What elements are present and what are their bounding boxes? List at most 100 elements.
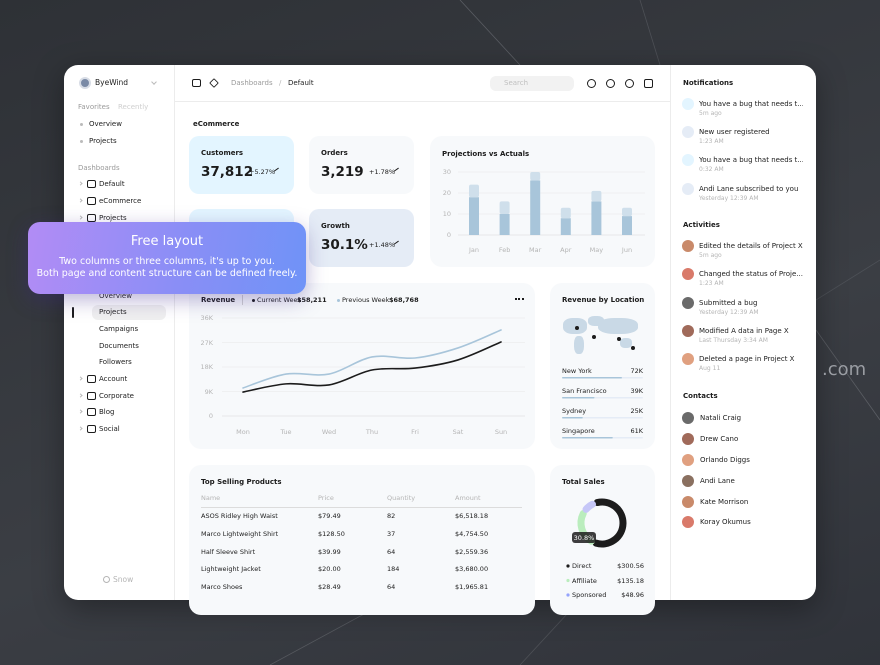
notification-time: 5m ago — [699, 110, 722, 117]
breadcrumb[interactable]: Default — [288, 79, 314, 87]
legend-total: $68,768 — [389, 296, 419, 304]
nav-icon — [87, 180, 96, 188]
x-tick-label: Feb — [498, 246, 511, 254]
favorite-item[interactable]: Projects — [89, 137, 117, 145]
table-cell: $20.00 — [318, 565, 341, 574]
nav-icon — [87, 391, 96, 400]
activity-text[interactable]: Deleted a page in Project X — [699, 355, 795, 363]
stat-label: Growth — [321, 222, 350, 230]
nav-item[interactable]: Blog — [99, 408, 115, 417]
subnav-item[interactable]: Campaigns — [99, 325, 139, 333]
activity-text[interactable]: Edited the details of Project X — [699, 242, 803, 250]
search-placeholder[interactable]: Search — [504, 79, 529, 87]
line-series — [242, 341, 502, 393]
bar-segment — [530, 180, 541, 235]
table-cell: $1,965.81 — [455, 583, 489, 592]
sidebar-tab[interactable]: Favorites — [78, 103, 110, 111]
table-cell: $2,559.36 — [455, 547, 489, 556]
legend-label: Direct — [572, 562, 592, 570]
stat-value: 3,219 — [321, 164, 364, 180]
activity-avatar — [682, 297, 694, 309]
stat-change: +1.48% — [369, 241, 396, 249]
activity-time: Last Thursday 3:34 AM — [699, 337, 768, 344]
x-tick-label: Jun — [621, 246, 633, 254]
table-cell: $6,518.18 — [455, 512, 489, 520]
notification-text[interactable]: You have a bug that needs t... — [699, 156, 803, 164]
activity-text[interactable]: Modified A data in Page X — [699, 327, 789, 335]
contact-name[interactable]: Kate Morrison — [700, 498, 749, 506]
table-cell: Marco Lightweight Shirt — [201, 529, 279, 538]
subnav-item[interactable]: Documents — [99, 342, 139, 350]
chart-card — [189, 283, 535, 449]
sidebar-tab[interactable]: Recently — [118, 103, 149, 111]
table-cell: ASOS Ridley High Waist — [201, 512, 278, 520]
overlay-card — [28, 222, 306, 294]
nav-item[interactable]: Corporate — [99, 391, 134, 400]
topbar-icon[interactable] — [644, 79, 653, 88]
legend-dot — [252, 299, 255, 302]
section-title: eCommerce — [193, 120, 240, 128]
topbar-icon[interactable] — [587, 79, 596, 88]
contact-name[interactable]: Koray Okumus — [700, 518, 751, 526]
nav-active-bg — [92, 305, 166, 320]
activity-time: 1:23 AM — [699, 280, 724, 287]
notification-time: 1:23 AM — [699, 138, 724, 145]
contact-name[interactable]: Andi Lane — [700, 477, 735, 485]
bar-segment — [499, 201, 510, 214]
breadcrumb[interactable]: Dashboards — [231, 79, 273, 87]
nav-item[interactable]: Account — [99, 375, 128, 383]
location-bar — [562, 377, 622, 379]
subnav-item[interactable]: Projects — [99, 308, 127, 316]
brand-name[interactable]: ByeWind — [95, 78, 129, 87]
nav-active-bar — [72, 307, 74, 318]
map-shape — [598, 318, 638, 334]
notification-text[interactable]: New user registered — [699, 128, 770, 136]
topbar-icon[interactable] — [625, 79, 634, 88]
location-value: 61K — [630, 427, 643, 435]
avatar — [79, 77, 91, 89]
x-tick-label: Mon — [236, 428, 250, 436]
legend-dot — [337, 299, 340, 302]
contact-avatar — [682, 412, 694, 424]
nav-item[interactable]: Projects — [99, 214, 127, 222]
stat-value: 37,812 — [201, 164, 254, 180]
x-tick-label: Fri — [411, 428, 419, 436]
activity-text[interactable]: Submitted a bug — [699, 299, 758, 307]
contact-avatar — [682, 516, 694, 528]
location-name: Singapore — [562, 427, 595, 435]
nav-item[interactable]: eCommerce — [99, 197, 142, 205]
stat-change: +1.78% — [369, 168, 396, 176]
y-tick-label: 20 — [442, 189, 451, 197]
nav-item[interactable]: Default — [99, 180, 125, 188]
legend-value: $135.18 — [617, 576, 644, 585]
y-tick-label: 0 — [446, 231, 451, 239]
notification-icon — [682, 154, 694, 166]
table-cell: 82 — [387, 512, 396, 520]
contact-name[interactable]: Orlando Diggs — [700, 456, 750, 464]
contact-name[interactable]: Natali Craig — [700, 414, 742, 422]
overlay-title: Free layout — [130, 234, 204, 249]
icon-sidebar[interactable] — [192, 79, 201, 87]
notification-text[interactable]: Andi Lane subscribed to you — [699, 185, 799, 193]
notification-text[interactable]: You have a bug that needs t... — [699, 100, 803, 108]
stat-label: Customers — [201, 149, 244, 157]
table-cell: Marco Shoes — [201, 583, 243, 592]
legend-label: Current Week — [257, 296, 302, 304]
chart-card — [550, 465, 655, 615]
topbar-icon[interactable] — [606, 79, 615, 88]
map-dot — [592, 335, 596, 339]
favorite-item[interactable]: Overview — [89, 120, 122, 128]
search-box[interactable] — [490, 76, 574, 91]
more-icon[interactable] — [515, 298, 524, 301]
nav-item[interactable]: Social — [99, 425, 120, 434]
panel-title: Notifications — [683, 79, 734, 87]
chart-card — [430, 136, 655, 267]
activity-text[interactable]: Changed the status of Proje... — [699, 270, 803, 278]
y-tick-label: 27K — [200, 338, 213, 347]
contact-name[interactable]: Drew Cano — [700, 435, 739, 443]
location-bar — [562, 397, 595, 399]
subnav-item[interactable]: Followers — [99, 358, 132, 366]
stat-card — [309, 136, 414, 194]
x-tick-label: Tue — [280, 428, 292, 436]
subnav-item[interactable]: Overview — [99, 292, 132, 300]
